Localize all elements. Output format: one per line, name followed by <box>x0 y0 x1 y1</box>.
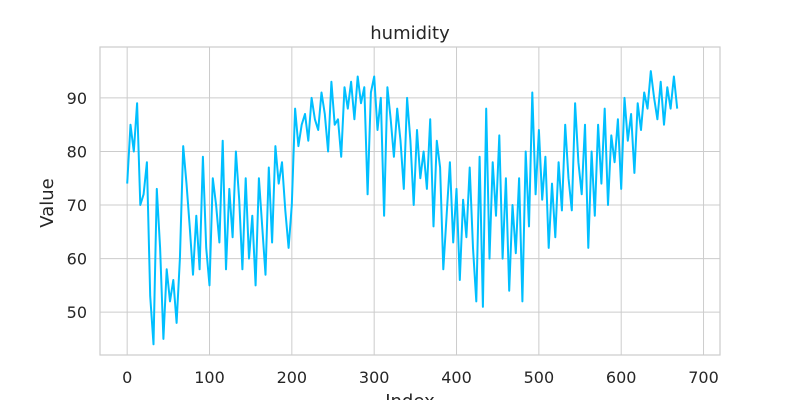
chart-title: humidity <box>370 23 450 44</box>
grid-lines <box>100 47 720 355</box>
y-tick-label: 60 <box>67 250 87 269</box>
x-tick-label: 100 <box>194 368 225 387</box>
x-tick-labels: 0 100 200 300 400 500 600 700 <box>122 368 719 387</box>
x-axis-title: Index <box>385 391 435 400</box>
x-tick-label: 300 <box>359 368 390 387</box>
series-line <box>126 70 679 346</box>
y-tick-label: 70 <box>67 196 87 215</box>
plot-frame <box>99 46 721 356</box>
y-axis-title: Value <box>37 178 58 227</box>
y-tick-label: 90 <box>67 89 87 108</box>
x-tick-label: 600 <box>606 368 637 387</box>
y-tick-labels: 50 60 70 80 90 <box>67 89 87 322</box>
x-tick-label: 400 <box>441 368 472 387</box>
x-tick-label: 200 <box>277 368 308 387</box>
x-tick-label: 700 <box>688 368 719 387</box>
series-layer <box>126 70 679 346</box>
y-tick-label: 50 <box>67 303 87 322</box>
x-tick-label: 0 <box>122 368 132 387</box>
x-tick-label: 500 <box>524 368 555 387</box>
y-tick-label: 80 <box>67 142 87 161</box>
